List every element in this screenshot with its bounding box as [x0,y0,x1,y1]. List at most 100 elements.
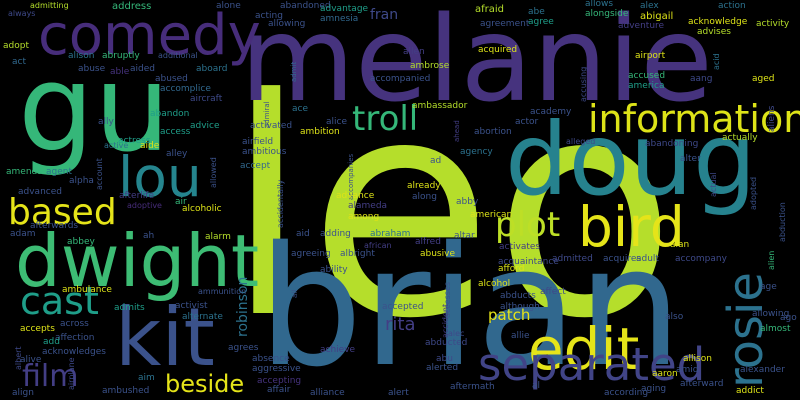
cloud-word: age [760,282,777,292]
cloud-word: admitted [552,254,593,264]
cloud-word: adopted [749,176,758,210]
cloud-word: adam [10,229,36,239]
cloud-word: airfield [242,137,274,147]
cloud-word: alice [326,117,348,127]
cloud-word: almost [760,324,791,334]
cloud-word: adventure [618,21,665,31]
cloud-word: afterwards [30,221,79,231]
cloud-word: abducts [500,291,536,301]
cloud-word: address [112,1,152,12]
cloud-word: always [8,9,36,18]
cloud-word: alive [20,355,42,365]
cloud-word: alien [767,250,776,270]
cloud-word: ambitious [242,147,287,157]
cloud-word: amid [676,365,699,375]
cloud-word: accept [240,161,271,171]
cloud-word: plot [495,205,561,245]
cloud-word: amends [6,167,42,177]
cloud-word: brian [258,211,683,400]
cloud-word: aid [296,229,310,239]
cloud-word: along [412,192,437,202]
cloud-word: accomplice [160,84,211,94]
cloud-word: ambition [300,127,340,137]
cloud-word: gu [18,40,171,179]
cloud-word: affair [267,385,291,395]
cloud-word: beside [165,370,245,398]
cloud-word: admits [114,303,145,313]
cloud-word: acknowledges [42,347,106,357]
cloud-word: aliens [767,105,777,132]
cloud-word: alex [640,1,659,11]
cloud-word: alec [448,329,465,338]
cloud-word: abduction [778,202,787,242]
cloud-word: actress [118,136,151,146]
cloud-word: academy [530,107,572,117]
cloud-word: abused [155,74,188,84]
cloud-word: advice [190,121,220,131]
cloud-word: advanced [18,187,62,197]
cloud-word: alpha [69,176,94,186]
cloud-word: abortion [474,127,512,137]
cloud-word: patch [488,306,531,324]
cloud-word: troll [352,99,419,139]
cloud-word: film [22,359,79,394]
cloud-word: al [532,381,541,391]
cloud-word: altar [454,231,475,241]
cloud-word: allowing [752,309,790,319]
cloud-word: activated [250,121,293,131]
cloud-word: all [291,289,299,298]
cloud-word: ah [143,231,155,241]
cloud-word: acquaintance [498,257,559,267]
cloud-word: edit [528,315,640,383]
cloud-word: abuse [78,64,106,74]
cloud-word: information [588,97,800,141]
cloud-word: actual [709,172,718,197]
cloud-word: achieve [320,345,356,355]
cloud-word: accepted [382,302,424,312]
cloud-word: agree [528,17,554,27]
cloud-word: alert [388,388,409,398]
cloud-word: alley [166,149,188,159]
cloud-word: aboard [196,64,228,74]
cloud-word: comedy [38,3,261,68]
cloud-word: alison [68,51,95,61]
cloud-word: abandoned [280,1,331,11]
cloud-word: actor [515,117,539,127]
cloud-word: accepts [20,324,55,334]
cloud-word: allowed [209,157,218,188]
cloud-word: aaron [652,369,678,379]
cloud-word: advantage [320,4,369,14]
cloud-word: agency [460,147,493,157]
cloud-word: accepting [257,376,302,386]
cloud-word: actually [722,133,758,143]
cloud-word: aftermath [450,382,495,392]
cloud-word: afterward [680,379,724,389]
cloud-word: abandoning [645,139,699,149]
cloud-word: admitting [30,1,69,10]
cloud-word: ace [292,104,309,114]
cloud-word: alcohol [478,279,511,289]
cloud-word: across [60,319,89,329]
cloud-word: adopt [3,41,29,51]
cloud-word: act [12,57,26,67]
cloud-word: alone [216,1,241,11]
cloud-word: also [665,312,684,322]
cloud-word: abusive [420,249,455,259]
cloud-word: melanie [240,0,713,128]
cloud-word: agreement [480,19,530,29]
cloud-word: ad [430,156,442,166]
cloud-word: dwight [15,219,260,303]
cloud-word: account [95,158,104,190]
cloud-word: agrees [228,343,259,353]
cloud-word: alliance [310,388,345,398]
cloud-word: ahead [453,120,461,142]
cloud-word: aggressive [252,364,301,374]
cloud-word: aim [138,373,155,383]
cloud-word: allen [403,47,425,57]
cloud-word: abducted [425,338,468,348]
cloud-word: airplane [67,357,76,390]
cloud-word: activates [499,242,541,252]
cloud-word: alongside [585,9,629,19]
cloud-word: aged [752,74,775,84]
cloud-word: accidentally [276,179,285,228]
